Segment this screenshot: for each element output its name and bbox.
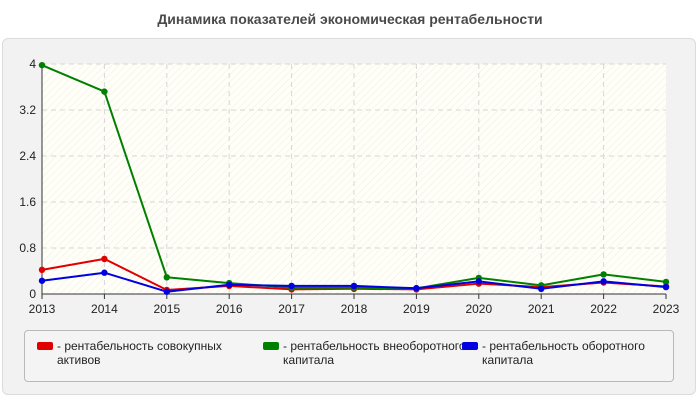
y-tick-label: 0 (29, 287, 36, 301)
data-point-series-2 (38, 61, 46, 69)
x-tick-label: 2020 (465, 302, 492, 316)
legend: - рентабельность совокупных активов - ре… (24, 330, 674, 382)
x-tick-label: 2013 (29, 302, 56, 316)
data-point-series-3 (101, 269, 108, 276)
data-point-series-3 (350, 282, 358, 290)
legend-label: - рентабельность оборотного капитала (482, 339, 645, 367)
data-point-series-3 (600, 278, 607, 285)
x-tick-label: 2015 (153, 302, 180, 316)
chart-title: Динамика показателей экономическая рента… (157, 11, 543, 27)
data-point-series-2 (600, 271, 607, 278)
legend-label: - рентабельность внеоборотного капитала (283, 339, 466, 367)
grid (42, 63, 666, 294)
data-point-series-3 (475, 278, 482, 285)
x-tick-label: 2014 (91, 302, 118, 316)
data-point-series-2 (662, 278, 670, 286)
plot-area-hatch (42, 64, 666, 294)
data-point-series-2 (101, 88, 108, 95)
data-point-series-2 (163, 274, 170, 281)
x-tick-label: 2022 (590, 302, 617, 316)
axes: 0 0.8 1.6 2.4 3.2 4 2013 2014 2015 2016 2017 2018 20… (19, 57, 679, 316)
data-point-series-3 (413, 285, 420, 292)
data-point-series-3 (288, 282, 295, 290)
x-tick-label: 2023 (653, 302, 680, 316)
series (38, 61, 670, 295)
legend-label: - рентабельность совокупных активов (57, 339, 222, 367)
y-tick-label: 4 (29, 57, 36, 71)
x-tick-label: 2016 (216, 302, 243, 316)
x-tick-label: 2017 (278, 302, 305, 316)
legend-swatch-blue (462, 342, 478, 350)
data-point-series-1 (101, 255, 108, 263)
y-tick-label: 2.4 (19, 149, 36, 163)
x-tick-label: 2018 (341, 302, 368, 316)
data-point-series-3 (38, 277, 46, 284)
data-point-series-3 (226, 281, 233, 288)
y-tick-label: 0.8 (19, 241, 36, 255)
data-point-series-3 (163, 288, 170, 295)
y-tick-label: 1.6 (19, 195, 36, 209)
x-tick-label: 2019 (403, 302, 430, 316)
data-point-series-1 (38, 266, 46, 274)
legend-swatch-green (263, 342, 279, 350)
legend-swatch-red (37, 342, 53, 350)
y-tick-label: 3.2 (19, 103, 36, 117)
data-point-series-3 (538, 285, 545, 293)
x-tick-label: 2021 (528, 302, 555, 316)
data-point-series-3 (662, 283, 670, 291)
